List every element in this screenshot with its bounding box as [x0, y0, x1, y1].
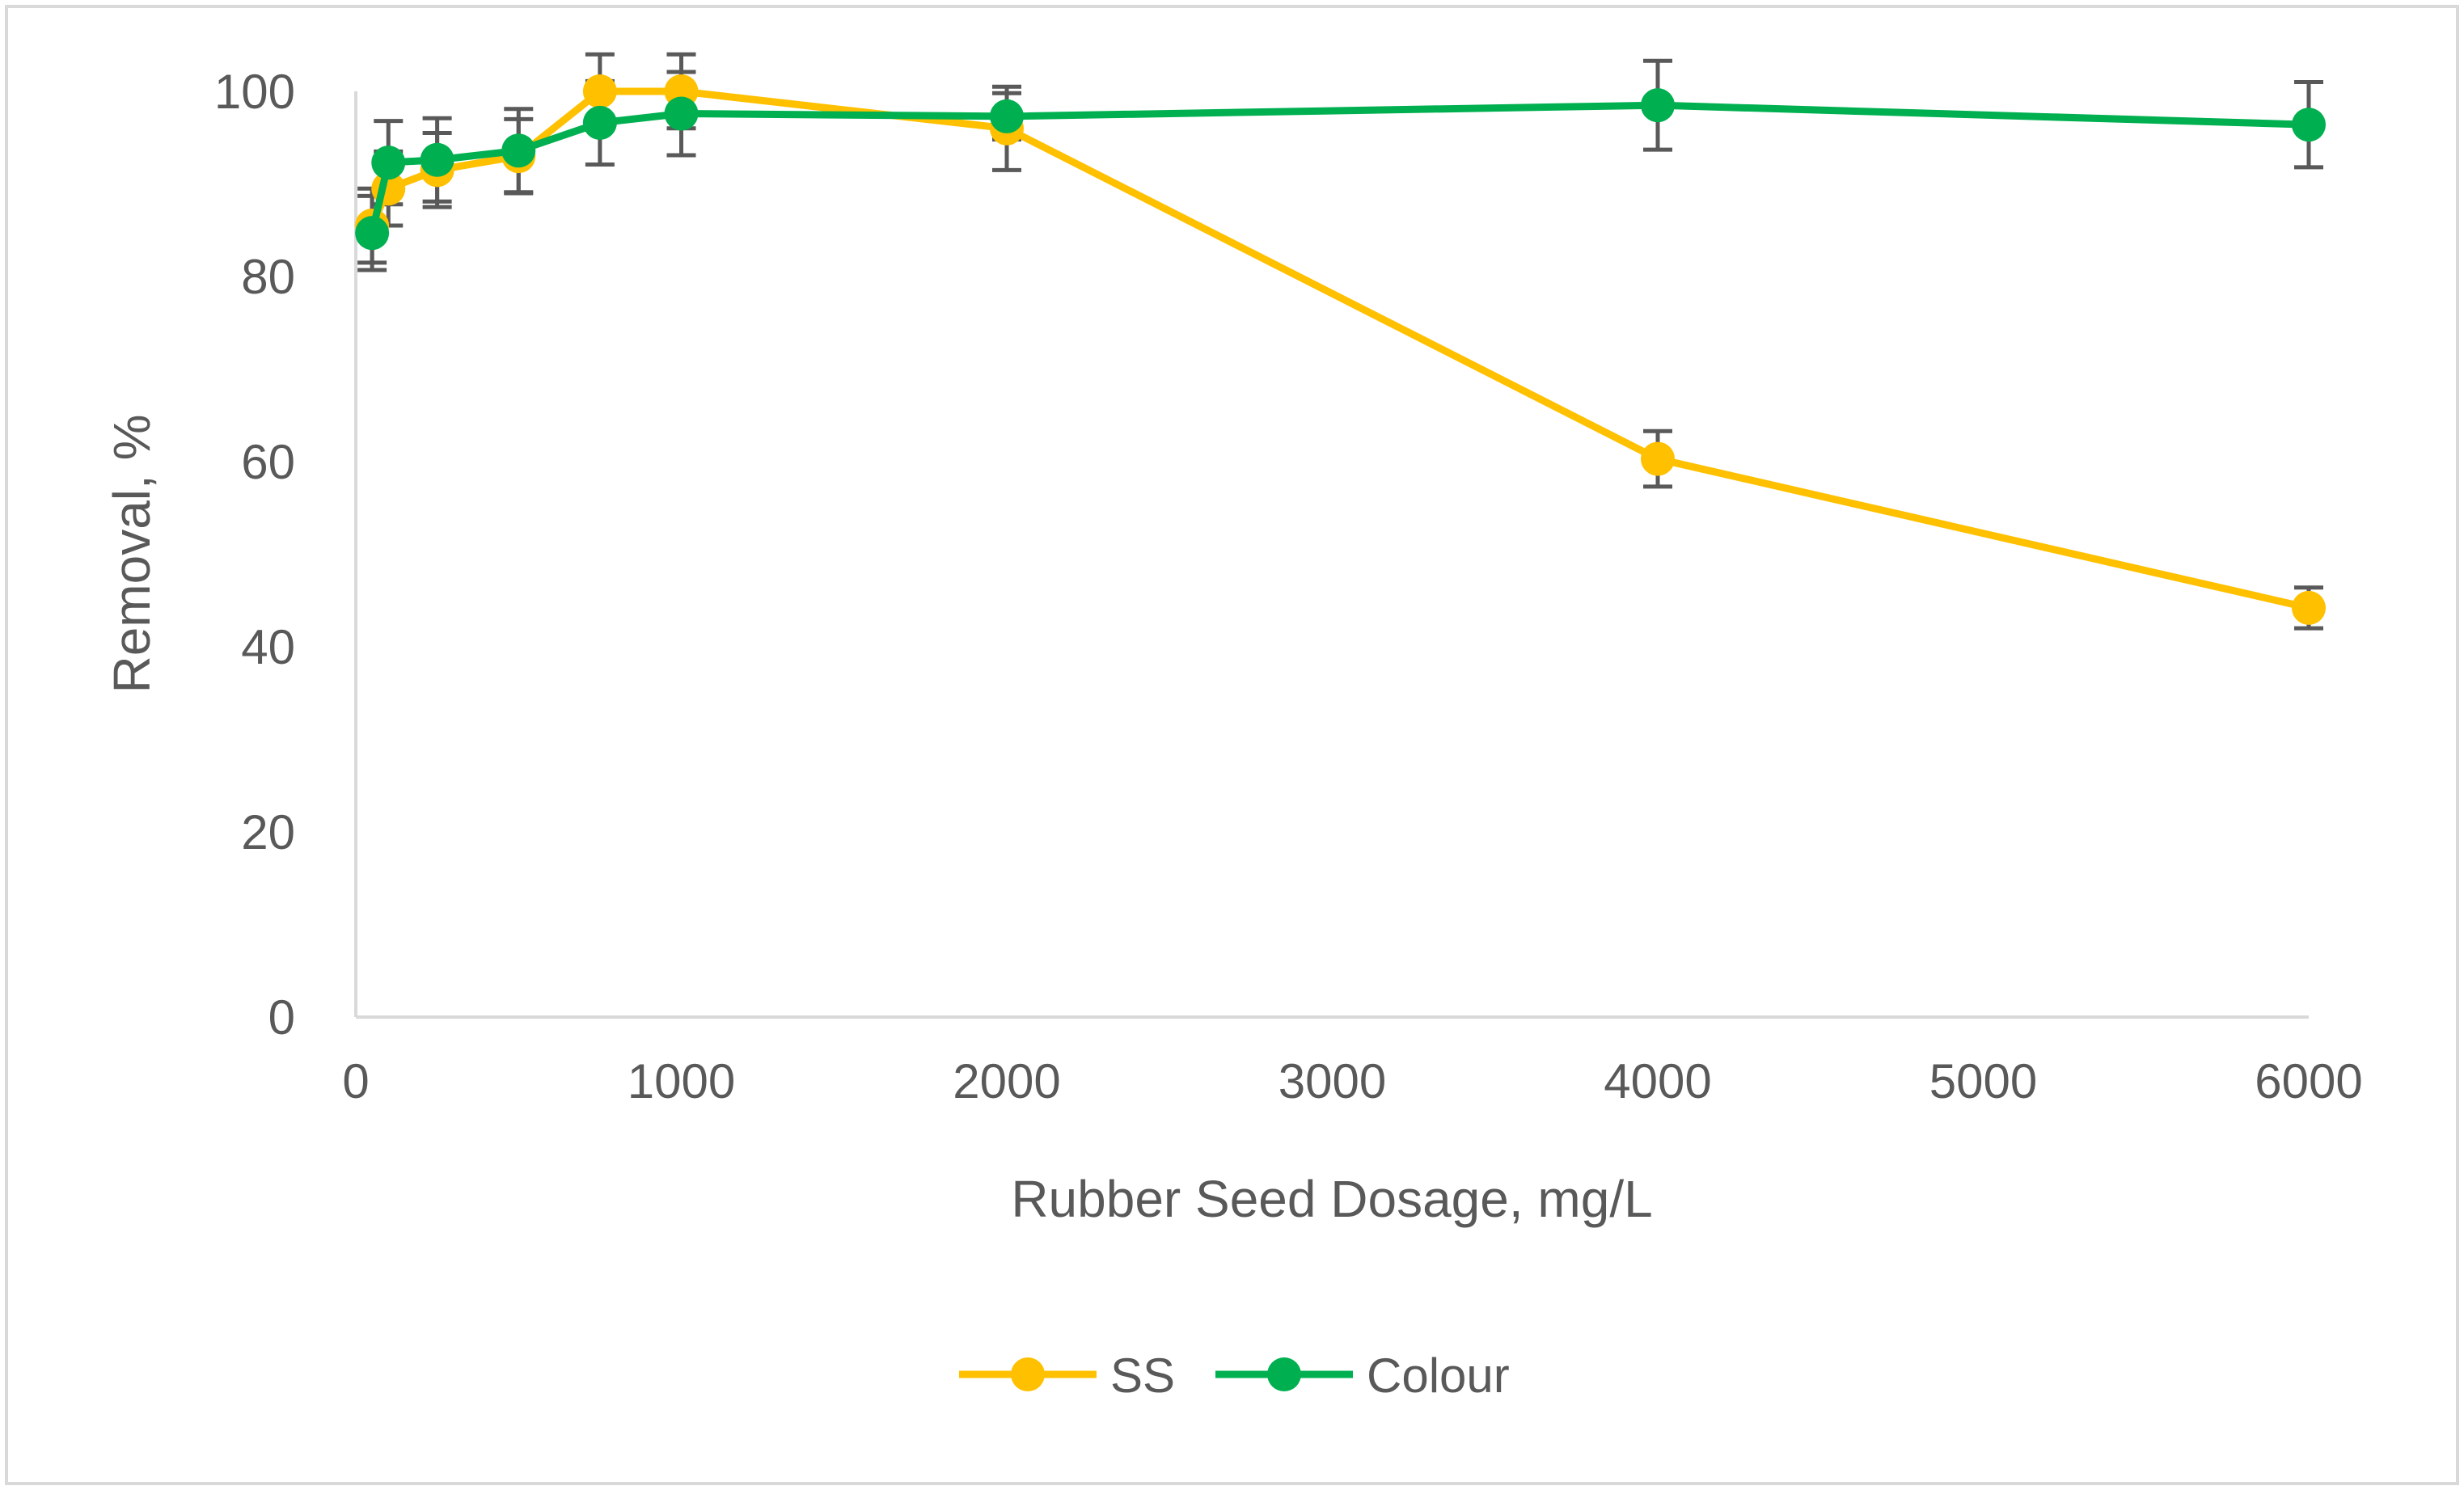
legend-item-ss: SS	[959, 1349, 1175, 1403]
data-point-colour	[501, 133, 536, 168]
series-layer	[355, 74, 2326, 625]
data-point-ss	[582, 74, 617, 108]
legend: SS Colour	[959, 1349, 1510, 1403]
x-axis-title: Rubber Seed Dosage, mg/L	[1011, 1170, 1652, 1228]
data-point-colour	[1641, 88, 1675, 123]
x-tick-label: 2000	[953, 1054, 1060, 1108]
x-tick-label: 3000	[1278, 1054, 1386, 1108]
legend-label: SS	[1110, 1349, 1175, 1403]
y-tick-label: 80	[241, 250, 295, 304]
legend-label: Colour	[1367, 1349, 1510, 1403]
x-tick-label: 4000	[1604, 1054, 1711, 1108]
y-tick-label: 100	[214, 65, 295, 119]
legend-item-colour: Colour	[1215, 1349, 1510, 1403]
data-point-colour	[2292, 108, 2326, 142]
y-tick-label: 60	[241, 435, 295, 489]
x-tick-label: 6000	[2255, 1054, 2362, 1108]
data-point-ss	[2292, 590, 2326, 625]
data-point-colour	[355, 216, 390, 251]
y-axis-title: Removal, %	[103, 415, 161, 694]
x-tick-label: 5000	[1929, 1054, 2037, 1108]
data-point-colour	[990, 99, 1024, 133]
axes	[354, 91, 2309, 1019]
legend-marker	[1267, 1357, 1301, 1391]
x-tick-label: 0	[342, 1054, 369, 1108]
data-point-ss	[1641, 441, 1675, 476]
y-tick-label: 40	[241, 620, 295, 674]
x-tick-label: 1000	[628, 1054, 735, 1108]
chart-border	[5, 5, 2459, 1485]
data-point-colour	[371, 146, 406, 180]
y-tick-label: 0	[268, 990, 295, 1045]
data-point-colour	[420, 142, 454, 177]
y-tick-label: 20	[241, 805, 295, 859]
data-point-colour	[582, 105, 617, 140]
legend-marker	[1011, 1357, 1045, 1391]
data-point-colour	[664, 96, 699, 131]
